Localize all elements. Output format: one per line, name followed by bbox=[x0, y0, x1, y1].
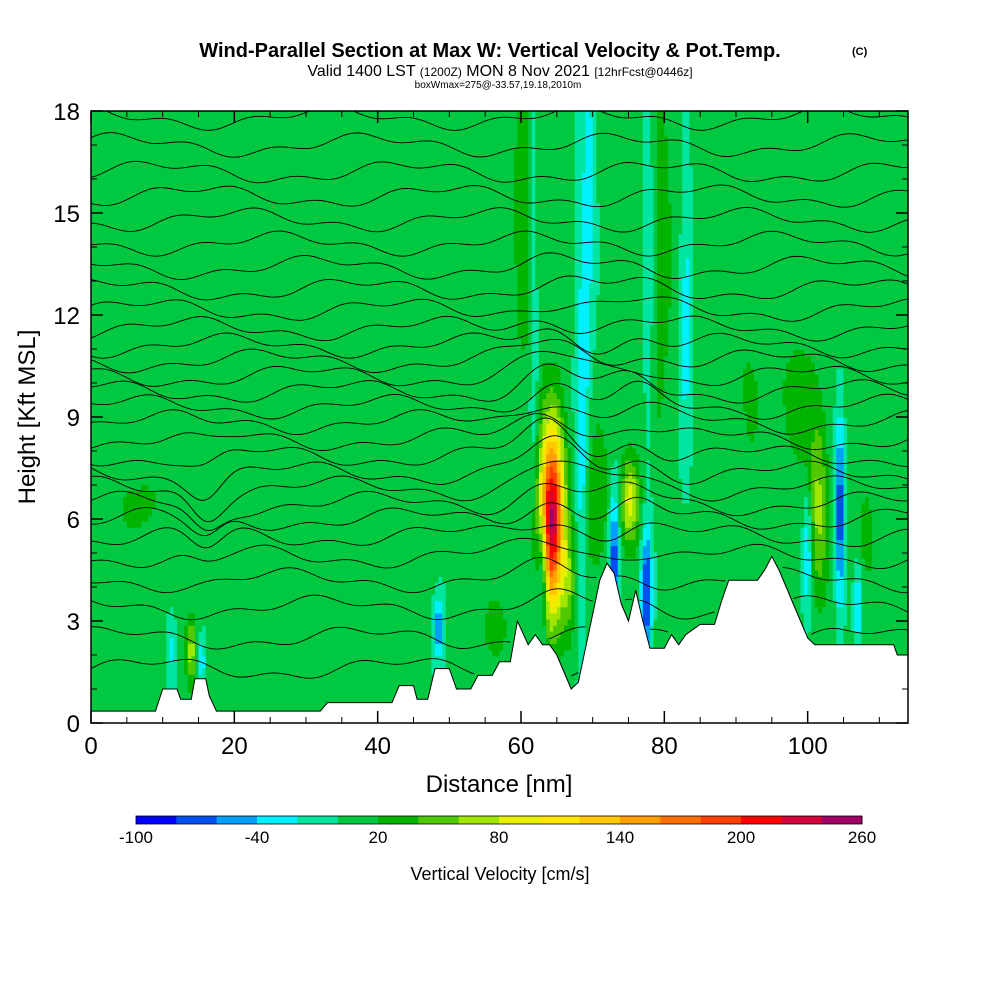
isentrope-line bbox=[91, 435, 908, 501]
colorbar-swatch bbox=[378, 816, 419, 824]
x-axis-label: Distance [nm] bbox=[426, 771, 573, 798]
colorbar-tick-labels: -100 -40 20 80 140 200 260 bbox=[119, 828, 876, 847]
colorbar-tick-label: 20 bbox=[369, 828, 388, 847]
isentrope-line bbox=[91, 315, 908, 342]
colorbar-tick-label: 260 bbox=[848, 828, 876, 847]
y-tick-label: 12 bbox=[53, 303, 80, 330]
colorbar-swatch bbox=[620, 816, 661, 824]
isentrope-line bbox=[91, 522, 908, 549]
colorbar-frame bbox=[135, 815, 863, 825]
isentrope-line bbox=[91, 363, 908, 404]
y-tick-label: 18 bbox=[53, 99, 80, 126]
colorbar-swatch bbox=[821, 816, 863, 824]
isentrope-line bbox=[91, 557, 908, 594]
x-axis-ticks: 0 20 40 60 80 100 bbox=[84, 111, 880, 760]
colorbar-tick-label: -100 bbox=[119, 828, 153, 847]
isentrope-line bbox=[91, 401, 908, 436]
x-tick-label: 80 bbox=[651, 733, 678, 760]
colorbar-swatch bbox=[741, 816, 782, 824]
isentrope-line bbox=[91, 184, 908, 208]
isentrope-line bbox=[91, 626, 908, 650]
colorbar-tick-label: 140 bbox=[606, 828, 634, 847]
box-info: boxWmax=275@-33.57,19.18,2010m bbox=[415, 80, 582, 91]
isentrope-line bbox=[91, 417, 908, 467]
isentrope-line bbox=[91, 132, 908, 158]
colorbar-swatch bbox=[539, 816, 581, 824]
subtitle-date: MON 8 Nov 2021 bbox=[466, 63, 590, 80]
subtitle-zulu-time: (1200Z) bbox=[420, 65, 462, 79]
subtitle-forecast: [12hrFcst@0446z] bbox=[594, 65, 692, 79]
colorbar-tick-label: -40 bbox=[245, 828, 270, 847]
isentrope-line bbox=[105, 111, 908, 131]
colorbar-swatch bbox=[337, 816, 379, 824]
colorbar bbox=[135, 815, 863, 825]
isentrope-line bbox=[91, 380, 908, 420]
colorbar-swatch bbox=[176, 816, 218, 824]
isentrope-line bbox=[91, 496, 908, 537]
isentrope-line bbox=[91, 338, 908, 374]
colorbar-swatch bbox=[579, 816, 621, 824]
isentrope-line bbox=[91, 252, 908, 280]
chart-subtitle: Valid 1400 LST (1200Z) MON 8 Nov 2021 [1… bbox=[307, 63, 692, 80]
y-tick-label: 9 bbox=[67, 405, 80, 432]
isentrope-line bbox=[91, 230, 908, 257]
colorbar-swatch bbox=[499, 816, 540, 824]
isentrope-line bbox=[91, 537, 908, 570]
plot-area bbox=[91, 111, 908, 723]
colorbar-swatch bbox=[660, 816, 702, 824]
colorbar-swatch bbox=[257, 816, 298, 824]
isentrope-line bbox=[91, 328, 908, 359]
isentrope-line bbox=[91, 206, 908, 233]
colorbar-swatch bbox=[458, 816, 500, 824]
y-tick-label: 15 bbox=[53, 201, 80, 228]
terrain bbox=[91, 555, 908, 723]
colorbar-label: Vertical Velocity [cm/s] bbox=[410, 864, 589, 884]
colorbar-tick-label: 80 bbox=[490, 828, 509, 847]
isentrope-line bbox=[91, 481, 908, 532]
isentrope-line bbox=[91, 460, 908, 523]
isentrope-line bbox=[91, 658, 579, 679]
isentrope-line bbox=[91, 275, 908, 301]
y-tick-label: 0 bbox=[67, 711, 80, 738]
isentrope-line bbox=[91, 296, 908, 322]
y-tick-label: 3 bbox=[67, 609, 80, 636]
x-tick-label: 40 bbox=[364, 733, 391, 760]
colorbar-swatch bbox=[136, 816, 177, 824]
y-tick-label: 6 bbox=[67, 507, 80, 534]
x-tick-label: 100 bbox=[788, 733, 828, 760]
colorbar-swatch bbox=[418, 816, 460, 824]
y-axis-ticks: 0 3 6 9 12 15 18 bbox=[53, 99, 908, 738]
x-tick-label: 0 bbox=[84, 733, 97, 760]
x-tick-label: 20 bbox=[221, 733, 248, 760]
colorbar-swatch bbox=[297, 816, 339, 824]
subtitle-valid-time: Valid 1400 LST bbox=[307, 63, 415, 80]
colorbar-swatch bbox=[781, 816, 823, 824]
copyright-mark: (C) bbox=[852, 46, 868, 58]
isentrope-line bbox=[91, 350, 908, 387]
vertical-velocity-field bbox=[91, 111, 908, 723]
isentrope-line bbox=[91, 413, 908, 451]
isentrope-line bbox=[91, 588, 908, 621]
potential-temperature-contours bbox=[91, 111, 908, 679]
isentrope-line bbox=[91, 160, 908, 184]
colorbar-tick-label: 200 bbox=[727, 828, 755, 847]
y-axis-label: Height [Kft MSL] bbox=[14, 330, 41, 505]
colorbar-swatch bbox=[700, 816, 742, 824]
colorbar-swatch bbox=[216, 816, 258, 824]
chart-title: Wind-Parallel Section at Max W: Vertical… bbox=[199, 40, 780, 62]
x-tick-label: 60 bbox=[508, 733, 535, 760]
